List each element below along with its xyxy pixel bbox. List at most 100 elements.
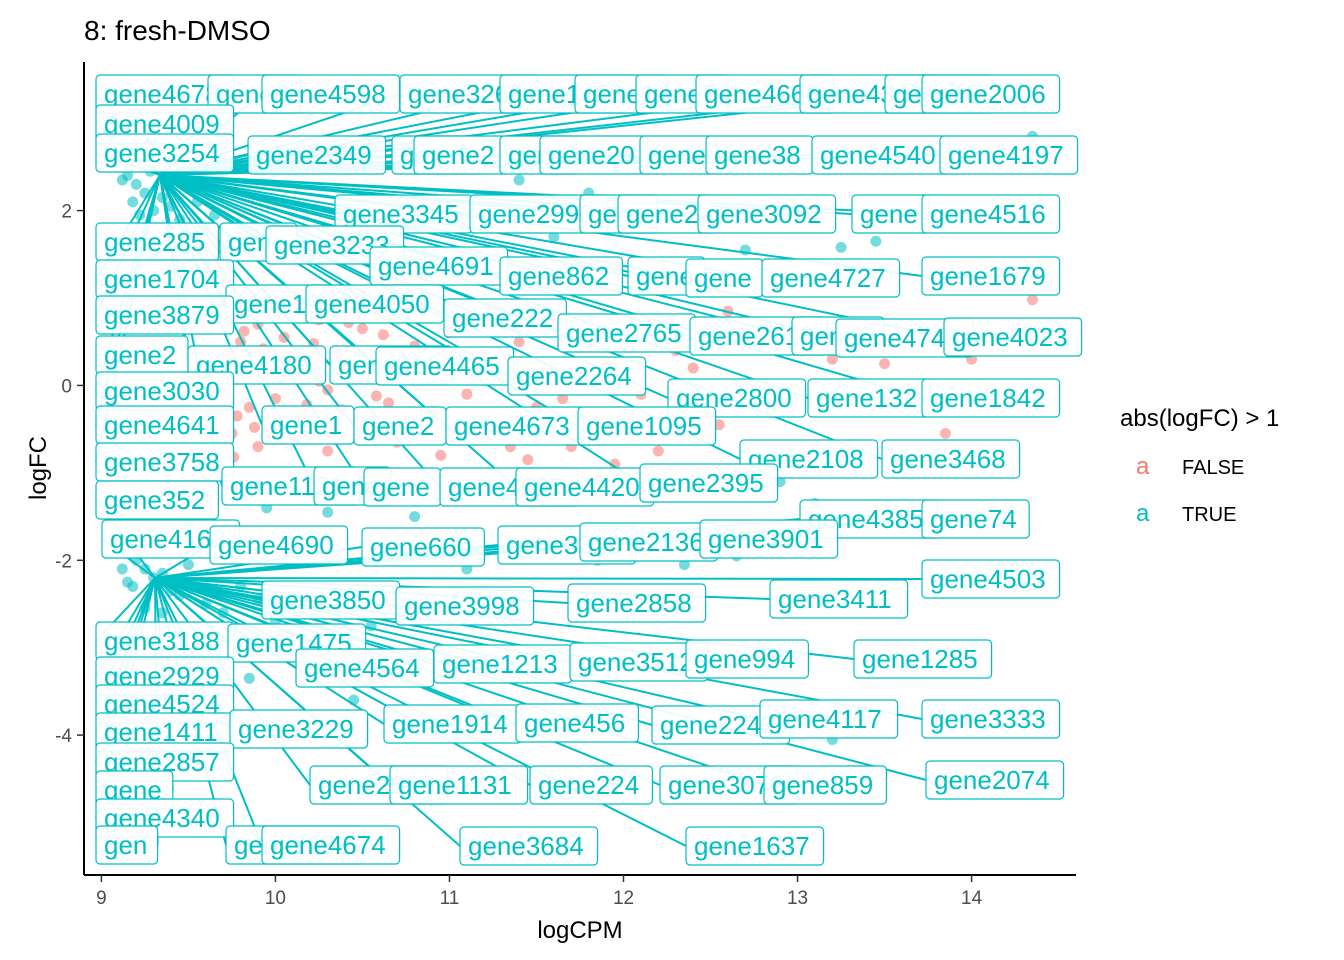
point-false <box>377 329 389 341</box>
gene-label-box <box>939 135 1079 175</box>
gene-label-text: gene1637 <box>694 831 810 861</box>
point-false <box>522 454 534 466</box>
gene-label-text: gene4691 <box>378 251 494 281</box>
gene-label-text: gene224 <box>538 770 639 800</box>
gene-label: gene20 <box>539 135 648 175</box>
gene-label-text: gene <box>636 261 694 291</box>
gene-label-box <box>95 295 235 335</box>
gene-label-text: gene4598 <box>270 79 386 109</box>
x-tick-label: 13 <box>787 888 808 909</box>
gene-label: gene3030 <box>95 371 235 411</box>
gene-label-text: gene4465 <box>384 351 500 381</box>
gene-label-box <box>529 765 654 805</box>
gene-label: gene4690 <box>209 525 349 565</box>
gene-label: gene4420 <box>515 467 655 507</box>
gene-label-text: gene3092 <box>706 199 822 229</box>
point-false <box>557 393 569 405</box>
gene-label-text: gene4674 <box>270 830 386 860</box>
label-segment <box>159 174 509 377</box>
gene-label-text: gene3411 <box>778 584 892 614</box>
gene-label: gene456 <box>515 703 640 743</box>
point-false <box>356 323 368 335</box>
gene-label-box <box>499 256 624 296</box>
gene-label-box <box>95 825 159 865</box>
x-axis-label: logCPM <box>537 917 622 944</box>
gene-label-text: gene3333 <box>930 704 1046 734</box>
gene-label: gene994 <box>685 639 810 679</box>
gene-label: gene224 <box>529 765 654 805</box>
gene-label-text: gene4748 <box>844 323 960 353</box>
gene-label-text: gene2 <box>104 340 176 370</box>
gene-label-text: gene3684 <box>468 831 584 861</box>
gene-label-box <box>943 317 1083 357</box>
gene-label-text: gene3998 <box>404 591 520 621</box>
gene-label: gene3233 <box>265 225 405 265</box>
gene-label-text: gene2136 <box>588 527 704 557</box>
gene-label-text: gene2765 <box>566 318 682 348</box>
gene-label-text: gene352 <box>104 485 205 515</box>
x-tick-label: 9 <box>96 888 107 909</box>
gene-label-text: gene2006 <box>930 79 1046 109</box>
gene-label: gene1637 <box>685 826 825 866</box>
gene-label-text: gene4023 <box>952 322 1068 352</box>
gene-label-text: gene74 <box>930 504 1017 534</box>
gene-label-box <box>265 225 405 265</box>
point-false <box>879 358 891 370</box>
gene-label: gene285 <box>95 222 220 262</box>
gene-label-text: gene862 <box>508 261 609 291</box>
gene-label: gene2074 <box>925 760 1065 800</box>
gene-label-text: gene3512 <box>578 647 694 677</box>
gene-label-text: gene1213 <box>442 649 558 679</box>
gene-label: gene4691 <box>369 246 509 286</box>
gene-label-box <box>921 256 1061 296</box>
y-axis-ticks: -4 -2 0 2 <box>55 202 84 747</box>
gene-label-text: gene4420 <box>524 472 640 502</box>
gene-label-text: gene4564 <box>304 653 420 683</box>
gene-label-box <box>95 480 220 520</box>
gene-label-text: gene1 <box>270 410 342 440</box>
gene-label: gene2 <box>617 194 711 234</box>
point-false <box>435 449 447 461</box>
gene-label-box <box>759 699 899 739</box>
point-true <box>548 231 560 243</box>
gene-label: gene2765 <box>557 313 697 353</box>
gene-label-box <box>395 586 535 626</box>
legend-key: a <box>1136 500 1150 527</box>
point-false <box>652 445 664 457</box>
point-true <box>127 196 139 208</box>
gene-label: gene4641 <box>95 405 235 445</box>
gene-label-box <box>921 699 1061 739</box>
gene-label: gene1285 <box>853 639 993 679</box>
gene-label-box <box>515 703 640 743</box>
gene-label-text: gene3850 <box>270 585 386 615</box>
gene-label: gene352 <box>95 480 220 520</box>
point-false <box>383 397 395 409</box>
gene-label-text: gene3901 <box>708 524 824 554</box>
gene-label: gene2858 <box>567 583 707 623</box>
gene-label-box <box>209 525 349 565</box>
gene-label-box <box>685 639 810 679</box>
legend-label: TRUE <box>1182 504 1236 526</box>
gene-label: gene3229 <box>229 709 369 749</box>
gene-label: gene3254 <box>95 133 235 173</box>
gene-label-text: gene1131 <box>398 770 512 800</box>
gene-label-box <box>881 439 1021 479</box>
gene-label-text: gene2990 <box>478 199 594 229</box>
gene-label: gene2136 <box>579 522 719 562</box>
gene-label: gene4598 <box>261 74 401 114</box>
gene-label: gene <box>639 135 718 175</box>
point-false <box>1026 294 1038 306</box>
point-true <box>322 506 334 518</box>
point-false <box>609 458 621 470</box>
gene-label-box <box>697 194 837 234</box>
gene-label-box <box>763 765 888 805</box>
label-segment <box>159 174 945 338</box>
gene-label: gene74 <box>921 499 1030 539</box>
gene-label-text: gene2264 <box>516 361 632 391</box>
gene-label-text: gene1285 <box>862 644 978 674</box>
gene-label: gene4516 <box>921 194 1061 234</box>
gene-label: gene2349 <box>247 135 387 175</box>
point-true <box>116 563 128 575</box>
gene-label: gene3901 <box>699 519 839 559</box>
